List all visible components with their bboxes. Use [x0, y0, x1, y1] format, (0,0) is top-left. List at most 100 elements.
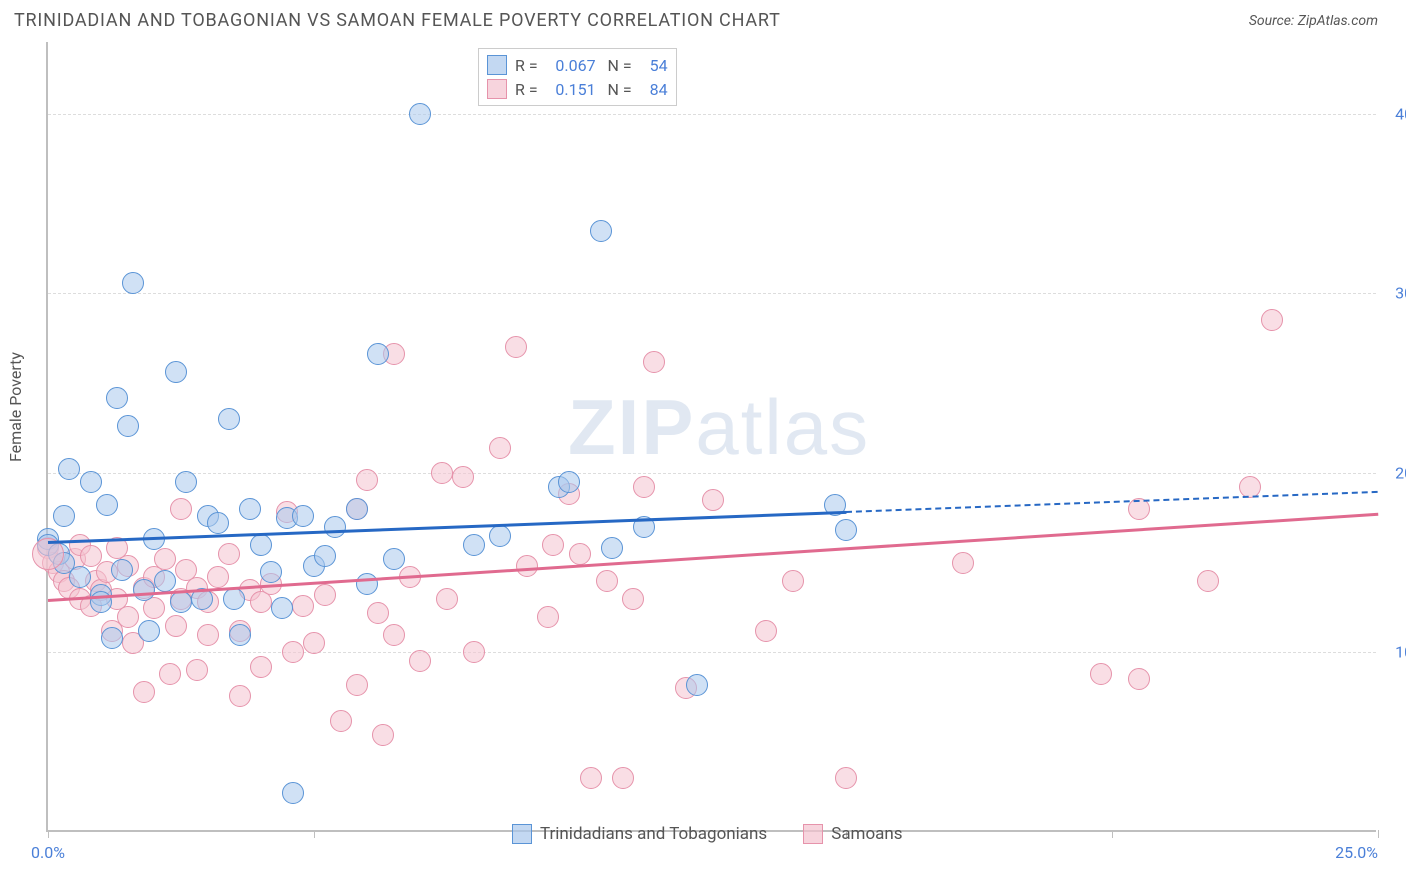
scatter-point-trinidad: [282, 782, 304, 804]
scatter-point-samoan: [596, 570, 618, 592]
scatter-point-samoan: [159, 663, 181, 685]
trend-trinidad: [48, 511, 846, 544]
scatter-point-samoan: [170, 498, 192, 520]
bottom-legend: Trinidadians and Tobagonians Samoans: [512, 824, 903, 844]
scatter-point-samoan: [702, 489, 724, 511]
scatter-point-samoan: [372, 724, 394, 746]
scatter-point-trinidad: [69, 566, 91, 588]
swatch-trinidad: [487, 55, 507, 75]
scatter-point-samoan: [782, 570, 804, 592]
scatter-point-trinidad: [58, 458, 80, 480]
y-tick-label: 40.0%: [1395, 104, 1406, 123]
y-tick-label: 10.0%: [1395, 643, 1406, 662]
scatter-point-samoan: [282, 641, 304, 663]
x-tick-mark: [48, 830, 49, 838]
scatter-point-trinidad: [133, 579, 155, 601]
scatter-point-samoan: [229, 685, 251, 707]
stat-row-samoan: R = 0.151 N = 84: [487, 77, 668, 101]
scatter-point-trinidad: [314, 545, 336, 567]
scatter-point-trinidad: [271, 597, 293, 619]
scatter-point-samoan: [643, 351, 665, 373]
trend-samoan: [48, 512, 1378, 601]
scatter-point-samoan: [383, 624, 405, 646]
source-label: Source:: [1249, 13, 1294, 29]
scatter-point-trinidad: [175, 471, 197, 493]
scatter-point-trinidad: [239, 498, 261, 520]
scatter-point-trinidad: [250, 534, 272, 556]
swatch-samoan: [487, 79, 507, 99]
scatter-point-samoan: [250, 656, 272, 678]
scatter-point-samoan: [505, 336, 527, 358]
scatter-point-samoan: [542, 534, 564, 556]
source-attribution: Source: ZipAtlas.com: [1249, 13, 1378, 29]
scatter-point-samoan: [133, 681, 155, 703]
scatter-point-samoan: [952, 552, 974, 574]
scatter-point-samoan: [622, 588, 644, 610]
legend-swatch-samoan: [803, 824, 823, 844]
legend-label-samoan: Samoans: [831, 824, 902, 844]
scatter-point-trinidad: [260, 561, 282, 583]
scatter-point-samoan: [154, 548, 176, 570]
watermark-atlas: atlas: [695, 383, 870, 471]
scatter-point-trinidad: [122, 272, 144, 294]
scatter-point-samoan: [117, 606, 139, 628]
scatter-point-trinidad: [101, 627, 123, 649]
legend-label-trinidad: Trinidadians and Tobagonians: [540, 824, 767, 844]
scatter-point-trinidad: [463, 534, 485, 556]
scatter-point-samoan: [1090, 663, 1112, 685]
x-tick-mark: [1378, 830, 1379, 838]
scatter-point-trinidad: [383, 548, 405, 570]
scatter-point-trinidad: [686, 674, 708, 696]
scatter-point-samoan: [314, 584, 336, 606]
scatter-point-trinidad: [367, 343, 389, 365]
scatter-point-samoan: [165, 615, 187, 637]
legend-item-samoan: Samoans: [803, 824, 902, 844]
x-tick-mark: [1112, 830, 1113, 838]
chart-container: Female Poverty ZIPatlas 10.0% 20.0% 30.0% 4…: [0, 42, 1406, 892]
scatter-point-trinidad: [165, 361, 187, 383]
scatter-point-trinidad: [489, 525, 511, 547]
scatter-point-trinidad: [835, 519, 857, 541]
scatter-point-samoan: [516, 555, 538, 577]
y-tick-label: 20.0%: [1395, 463, 1406, 482]
trend-trinidad-dashed: [846, 491, 1378, 513]
y-axis-label: Female Poverty: [6, 352, 25, 462]
gridline-h: [48, 114, 1376, 115]
watermark: ZIPatlas: [568, 382, 870, 473]
scatter-point-trinidad: [96, 494, 118, 516]
scatter-point-trinidad: [138, 620, 160, 642]
scatter-point-trinidad: [558, 471, 580, 493]
scatter-point-samoan: [356, 469, 378, 491]
scatter-point-samoan: [186, 659, 208, 681]
scatter-point-samoan: [197, 624, 219, 646]
scatter-point-samoan: [218, 543, 240, 565]
scatter-point-trinidad: [590, 220, 612, 242]
scatter-point-samoan: [1197, 570, 1219, 592]
scatter-point-trinidad: [324, 516, 346, 538]
x-tick-label: 25.0%: [1335, 843, 1378, 862]
scatter-point-trinidad: [170, 591, 192, 613]
gridline-h: [48, 473, 1376, 474]
watermark-zip: ZIP: [568, 383, 695, 471]
y-tick-label: 30.0%: [1395, 284, 1406, 303]
scatter-point-samoan: [431, 462, 453, 484]
scatter-point-trinidad: [106, 387, 128, 409]
scatter-point-trinidad: [601, 537, 623, 559]
scatter-point-samoan: [463, 641, 485, 663]
scatter-point-trinidad: [80, 471, 102, 493]
scatter-point-samoan: [537, 606, 559, 628]
gridline-h: [48, 652, 1376, 653]
scatter-point-trinidad: [223, 588, 245, 610]
legend-swatch-trinidad: [512, 824, 532, 844]
x-tick-mark: [314, 830, 315, 838]
scatter-point-samoan: [452, 466, 474, 488]
source-value: ZipAtlas.com: [1298, 13, 1378, 29]
scatter-point-trinidad: [229, 624, 251, 646]
scatter-point-trinidad: [292, 505, 314, 527]
scatter-point-samoan: [409, 650, 431, 672]
stat-legend: R = 0.067 N = 54R = 0.151 N = 84: [478, 48, 677, 106]
scatter-point-samoan: [835, 767, 857, 789]
scatter-point-samoan: [367, 602, 389, 624]
scatter-point-trinidad: [356, 573, 378, 595]
scatter-point-trinidad: [218, 408, 240, 430]
